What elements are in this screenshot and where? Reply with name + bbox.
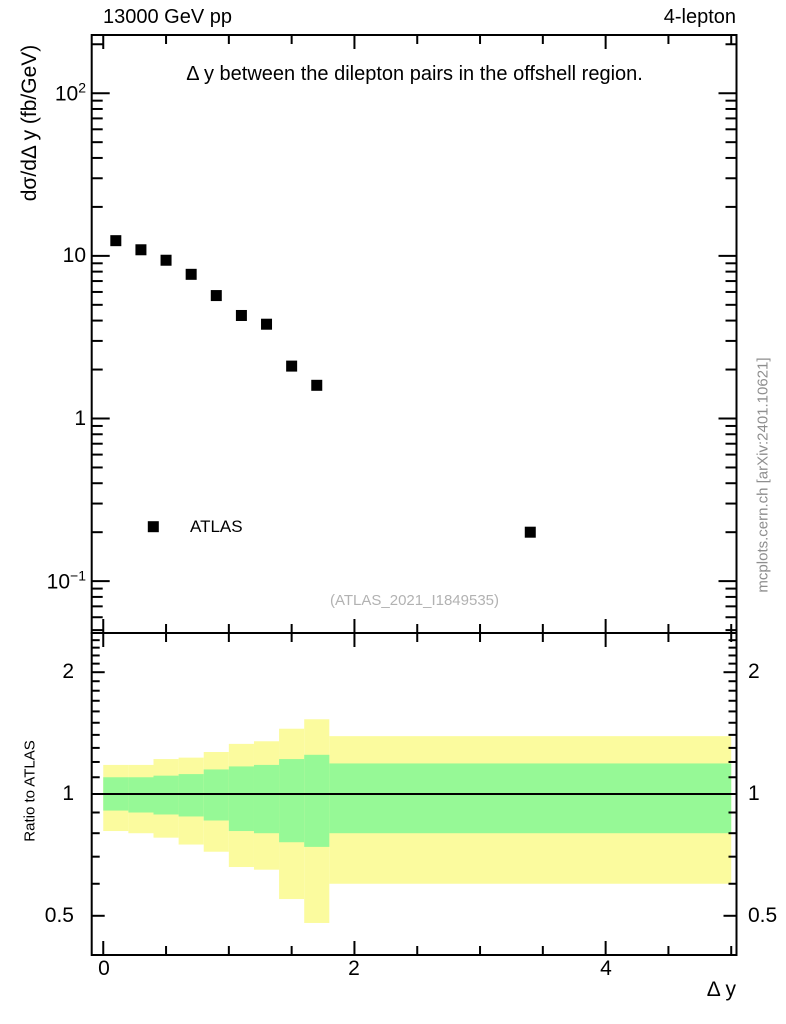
data-point [261,318,273,330]
ratio-axis-label: Ratio to ATLAS [21,740,39,842]
legend-label-atlas: ATLAS [190,517,243,536]
inner-uncertainty-band-bin [178,774,204,817]
ytick-label-100: 102 [54,79,86,106]
analysis-id-watermark: (ATLAS_2021_I1849535) [329,592,499,609]
inner-uncertainty-band-bin [279,759,305,843]
inner-uncertainty-band-bin [304,754,330,847]
ytick-label-10: 10 [62,244,86,267]
plot-title: Δ y between the dilepton pairs in the of… [186,63,643,85]
beam-energy-label: 13000 GeV pp [103,6,232,28]
ratio-tick-left-0p5: 0.5 [44,904,74,927]
legend-marker-atlas [147,521,159,533]
ratio-tick-left-1: 1 [62,782,74,805]
top-panel-frame [90,34,738,634]
xtick-label-4: 4 [600,957,612,980]
ytick-label-0p1: 10−1 [46,567,86,594]
data-point [210,290,222,302]
analysis-group-label: 4-lepton [663,6,736,28]
ytick-label-1: 1 [74,407,86,430]
data-point [110,235,122,247]
inner-uncertainty-band-bin [153,775,179,815]
y-axis-label: dσ/dΔ y (fb/GeV) [18,44,41,202]
ratio-tick-left-2: 2 [62,660,74,683]
provenance-note: mcplots.cern.ch [arXiv:2401.10621] [754,357,772,593]
ratio-tick-right-2: 2 [748,660,760,683]
ratio-tick-right-1: 1 [748,782,760,805]
ratio-tick-right-0p5: 0.5 [748,904,778,927]
data-point [286,360,298,372]
inner-uncertainty-band-bin [228,766,254,832]
data-point [311,379,323,391]
x-axis-label: Δ y [706,978,736,1001]
data-point [524,526,536,538]
inner-uncertainty-band-bin [329,763,732,834]
data-point [185,268,197,280]
data-point [135,244,147,256]
data-point [160,254,172,266]
xtick-label-0: 0 [98,957,110,980]
inner-uncertainty-band-bin [253,764,280,834]
data-point [235,309,247,321]
xtick-label-2: 2 [348,957,360,980]
